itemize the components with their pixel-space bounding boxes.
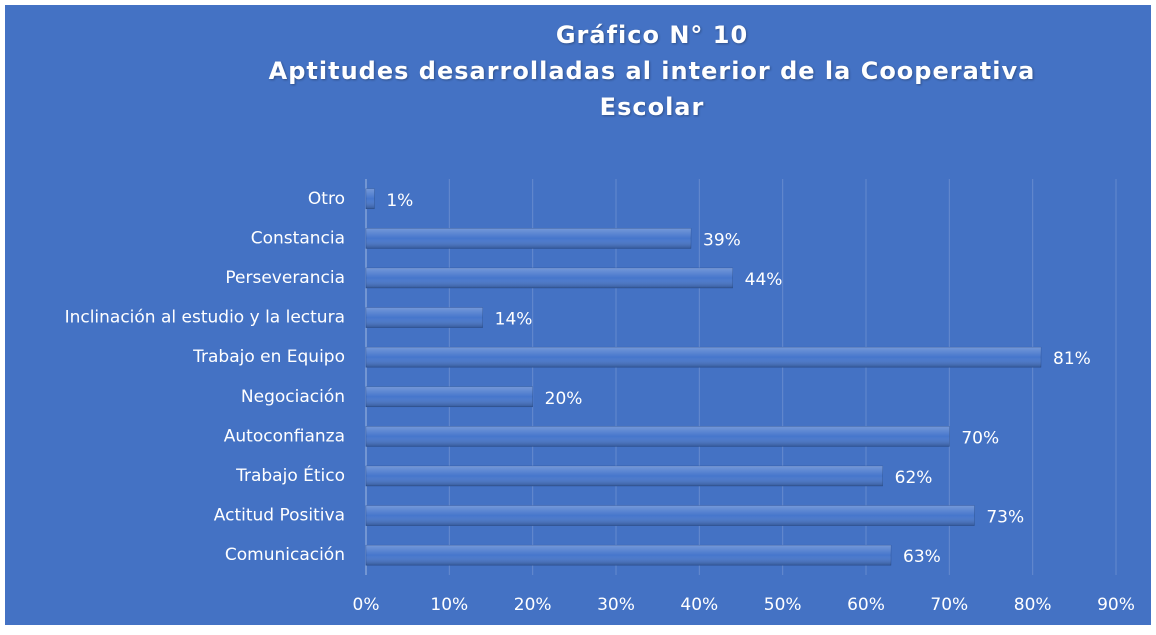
chart-title: Gráfico N° 10 xyxy=(555,21,749,49)
titles: Gráfico N° 10 Aptitudes desarrolladas al… xyxy=(217,17,1087,125)
value-label: 14% xyxy=(495,310,533,330)
x-tick-label: 70% xyxy=(930,595,968,615)
bar-shade xyxy=(366,505,975,526)
x-tick-label: 50% xyxy=(764,595,802,615)
bar-shade xyxy=(366,228,691,249)
y-tick-label: Negociación xyxy=(241,387,345,407)
x-tick-label: 80% xyxy=(1014,595,1052,615)
y-tick-label: Otro xyxy=(308,189,345,209)
x-tick-label: 40% xyxy=(680,595,718,615)
bar-shade xyxy=(366,188,375,209)
x-tick-label: 10% xyxy=(430,595,468,615)
bar-shade xyxy=(366,307,483,328)
x-tick-label: 0% xyxy=(353,595,380,615)
value-label: 81% xyxy=(1053,349,1091,369)
x-tick-label: 60% xyxy=(847,595,885,615)
value-label: 63% xyxy=(903,547,941,567)
bar-shade xyxy=(366,545,891,566)
y-tick-label: Actitud Positiva xyxy=(214,506,345,526)
value-label: 70% xyxy=(961,428,999,448)
x-tick-label: 90% xyxy=(1097,595,1135,615)
value-label: 39% xyxy=(703,230,741,250)
y-tick-label: Trabajo Ético xyxy=(235,464,345,486)
value-label: 62% xyxy=(895,468,933,488)
y-tick-label: Constancia xyxy=(251,228,345,248)
bar-shade xyxy=(366,347,1041,368)
x-tick-label: 30% xyxy=(597,595,635,615)
y-tick-label: Trabajo en Equipo xyxy=(192,347,345,367)
chart-subtitle: Aptitudes desarrolladas al interior de l… xyxy=(268,57,1036,121)
value-label: 1% xyxy=(386,191,413,211)
y-tick-label: Comunicación xyxy=(225,545,345,565)
value-label: 20% xyxy=(545,389,583,409)
y-tick-label: Inclinación al estudio y la lectura xyxy=(65,308,345,328)
value-label: 44% xyxy=(745,270,783,290)
bar-shade xyxy=(366,386,533,407)
chart: 0% 10% 20% 30% 40% 50% 60% 70% 80% 90% Otro 1% Const… xyxy=(65,179,1135,615)
bar-shade xyxy=(366,466,883,486)
chart-area: Gráfico N° 10 Aptitudes desarrolladas al… xyxy=(5,5,1151,625)
y-tick-label: Perseverancia xyxy=(225,268,345,288)
value-label: 73% xyxy=(986,508,1024,528)
bar-shade xyxy=(366,426,950,447)
bar-shade xyxy=(366,268,733,288)
y-tick-label: Autoconfianza xyxy=(224,426,345,446)
x-tick-label: 20% xyxy=(514,595,552,615)
